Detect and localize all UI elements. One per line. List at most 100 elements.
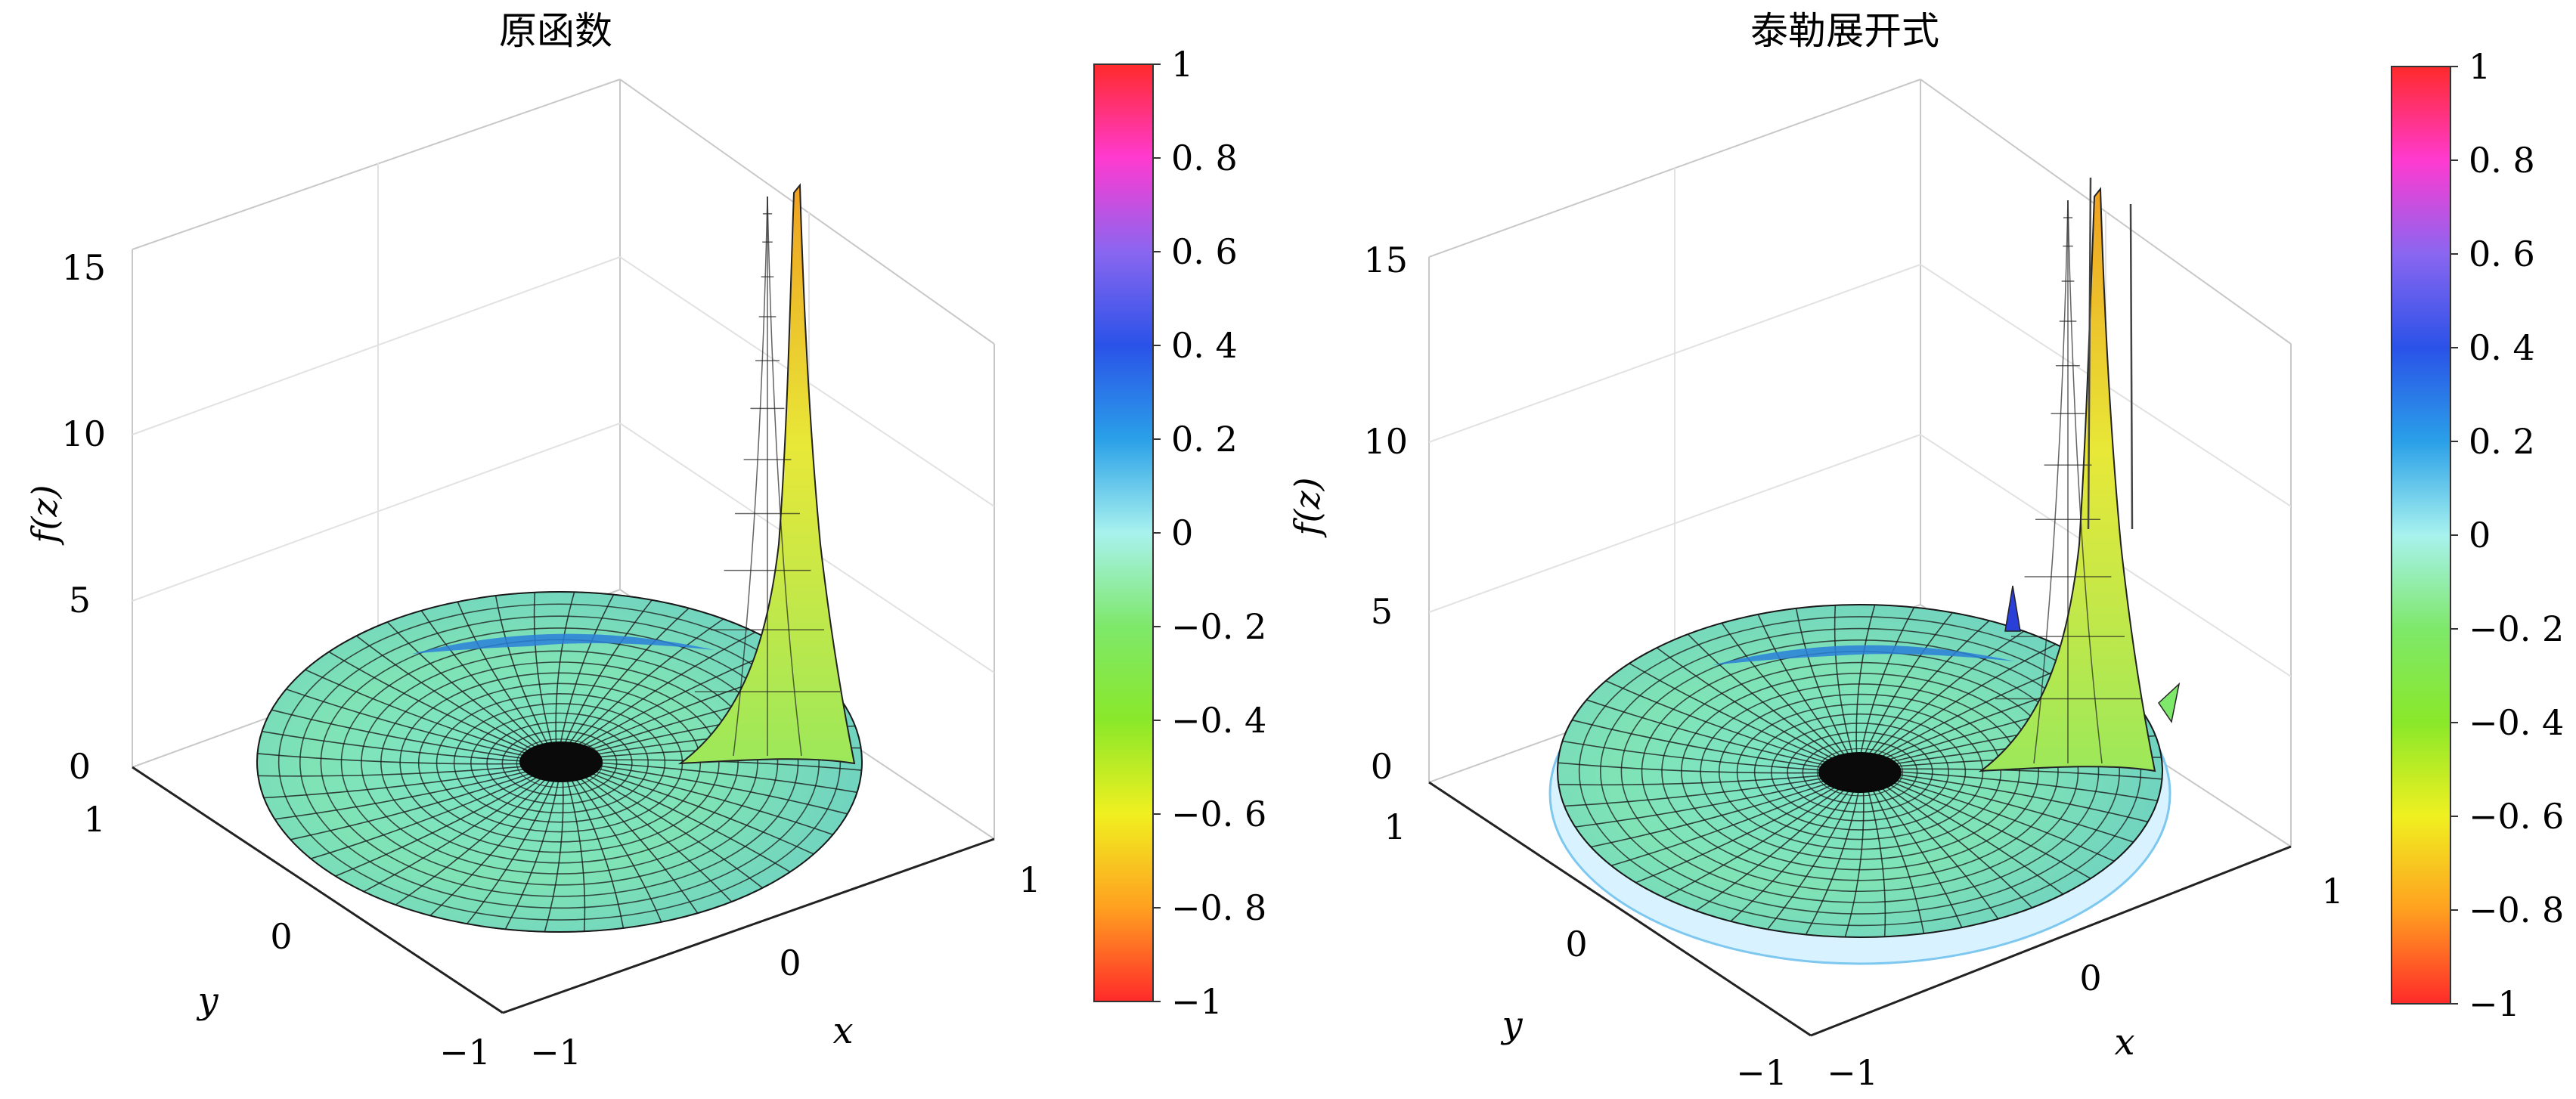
panel-1-mesh-spoke <box>504 775 560 930</box>
panel-1-mesh-spoke <box>494 595 551 750</box>
panel-2-z-label: f(z) <box>1287 477 1328 537</box>
panel-2-floor-axes <box>1428 781 2292 1037</box>
panel-1-surface-spike <box>677 183 856 765</box>
panel-1-y-tick-0: 1 <box>83 799 105 840</box>
panel-1-colorbar-tick-label: −0. 2 <box>1171 606 1266 647</box>
panel-1-mesh-ring <box>320 627 799 897</box>
panel-2-y-tick-0: 1 <box>1384 806 1406 847</box>
panel-1-y-label: y <box>196 980 219 1022</box>
panel-1-mesh-ring <box>470 712 649 814</box>
panel-2-mesh-spoke <box>1871 782 1963 928</box>
panel-1-mesh-spoke <box>286 689 537 760</box>
panel-2-spike-gridline <box>2033 200 2069 764</box>
panel-1-mesh-spoke <box>555 592 575 749</box>
panel-2-mesh-spoke <box>1844 784 1865 937</box>
panel-1-mesh-spoke <box>328 651 539 756</box>
panel-1-colorbar-tick-label: 0. 4 <box>1171 325 1238 366</box>
panel-2-mesh-spoke <box>1834 605 1855 759</box>
panel-2-artifact-spike-thin-2 <box>2129 203 2134 530</box>
panel-1-x-tick-0: −1 <box>530 1032 581 1073</box>
panel-1-mesh-spoke <box>568 618 724 750</box>
panel-2-mesh-spoke <box>1629 662 1840 765</box>
panel-2-x-tick-2: 1 <box>2321 871 2343 912</box>
panel-2-title: 泰勒展开式 <box>1750 9 1939 53</box>
panel-2-colorbar-tick-label: 1 <box>2469 46 2491 87</box>
panel-1-mesh-spoke <box>565 608 690 750</box>
panel-2-colorbar-tick-label: 0 <box>2469 515 2491 556</box>
panel-2-y-label: y <box>1500 1004 1523 1046</box>
panel-2-mesh-spoke <box>1859 607 1915 758</box>
panel-1-mesh-spoke <box>583 761 857 794</box>
panel-1-z-tick-3: 15 <box>61 247 106 288</box>
panel-1-colorbar-tick-label: −0. 6 <box>1171 794 1266 834</box>
panel-2-mesh-spoke <box>1635 781 1846 884</box>
panel-2-mesh-spoke <box>1695 782 1852 912</box>
panel-2-artifact-spike-thin-1 <box>2087 177 2092 530</box>
panel-2-mesh-spoke <box>1663 782 1849 899</box>
panel-1-mesh-spoke <box>258 764 537 777</box>
panel-1-spike-gridlines <box>694 196 841 757</box>
panel-2-colorbar-tick-label: −0. 2 <box>2469 608 2564 649</box>
panel-2-colorbar <box>2391 66 2451 1005</box>
panel-2-mesh-spoke <box>1656 647 1841 763</box>
panel-2-colorbar-ticks: 1 0. 8 0. 6 0. 4 0. 2 0 −0. 2 −0. 4 −0. 6 −0. 8 −1 <box>2450 46 2564 1024</box>
panel-1-mesh-spoke <box>457 601 548 751</box>
panel-2-mesh-ring <box>1620 639 2100 903</box>
panel-2-colorbar-tick-label: 0. 2 <box>2469 421 2535 462</box>
panel-2-mesh-spoke <box>1757 614 1849 760</box>
panel-1-mesh-spoke <box>386 621 543 753</box>
panel-1-mesh-spoke <box>583 763 848 815</box>
panel-1-mesh-ring <box>361 650 758 875</box>
panel-2-y-tick-2: −1 <box>1736 1052 1787 1093</box>
panel-1-mesh-ring <box>501 730 618 796</box>
panel-2-mesh-spoke <box>1868 630 2025 760</box>
panel-1-mesh-spoke <box>305 669 538 757</box>
panel-1-colorbar-tick-label: 0. 6 <box>1171 231 1238 272</box>
panel-1-mesh-spoke <box>363 772 548 893</box>
panel-1-x-tick-2: 1 <box>1018 859 1040 900</box>
panel-1-mesh-spoke <box>429 774 554 916</box>
panel-2-mesh-spoke <box>1730 783 1855 922</box>
panel-2-artifact-spike-green <box>2158 682 2181 723</box>
panel-2-mesh-spoke <box>1687 633 1843 763</box>
panel-2-mesh-spoke <box>1564 775 1838 807</box>
panel-2-mesh-ring <box>1661 661 2059 881</box>
panel-2-z-tick-1: 5 <box>1371 591 1393 632</box>
panel-1-mesh-spoke <box>578 769 764 889</box>
panel-2-mesh-spoke <box>1883 768 2162 780</box>
panel-1: 原函数 0 5 10 <box>24 9 1266 1073</box>
panel-2-mesh-spoke <box>1610 779 1843 866</box>
panel-2-mesh-spoke <box>1558 773 1837 786</box>
panel-1-colorbar-tick-label: −0. 4 <box>1171 700 1266 741</box>
panel-2-y-tick-1: 0 <box>1565 924 1587 964</box>
panel-2-x-tick-0: −1 <box>1827 1052 1878 1093</box>
panel-1-spike-gridline <box>767 196 802 757</box>
panel-2-artifact-spike-blue <box>2004 585 2021 632</box>
panel-2-mesh-spoke <box>1586 699 1837 769</box>
panel-1-y-tick-1: 0 <box>270 916 292 957</box>
panel-2-colorbar-tick-label: 0. 8 <box>2469 140 2535 181</box>
panel-2-mesh-spoke <box>1855 605 1876 758</box>
panel-1-colorbar <box>1093 63 1154 1002</box>
panel-2-z-tick-3: 15 <box>1363 240 1408 280</box>
panel-2-spike-gridline <box>2067 200 2103 764</box>
panel-2-mesh-spoke <box>1795 608 1852 760</box>
panel-2-spike-gridlines <box>1995 200 2141 764</box>
panel-1-mesh-spoke <box>310 771 543 859</box>
panel-1-mesh-ring <box>299 615 820 909</box>
panel-2-x-tick-1: 0 <box>2079 958 2101 998</box>
panel-2-mesh-spoke <box>1865 783 1886 937</box>
panel-2-mesh-spoke <box>1883 772 2149 823</box>
panel-1-mesh-spoke <box>565 775 586 932</box>
panel-1-surface-center <box>519 741 603 782</box>
panel-1-mesh-spoke <box>562 599 653 749</box>
panel-1-mesh-spoke <box>262 730 536 763</box>
panel-2-z-tick-0: 0 <box>1371 746 1393 787</box>
panel-1-mesh-ring <box>486 721 633 805</box>
panel-2-mesh-spoke <box>1591 778 1841 848</box>
panel-1-colorbar-tick-label: 0. 8 <box>1171 138 1238 178</box>
panel-2-mesh-spoke <box>1883 773 2134 843</box>
panel-1-mesh-spoke <box>576 771 733 902</box>
panel-1-colorbar-tick-label: 1 <box>1171 44 1193 85</box>
